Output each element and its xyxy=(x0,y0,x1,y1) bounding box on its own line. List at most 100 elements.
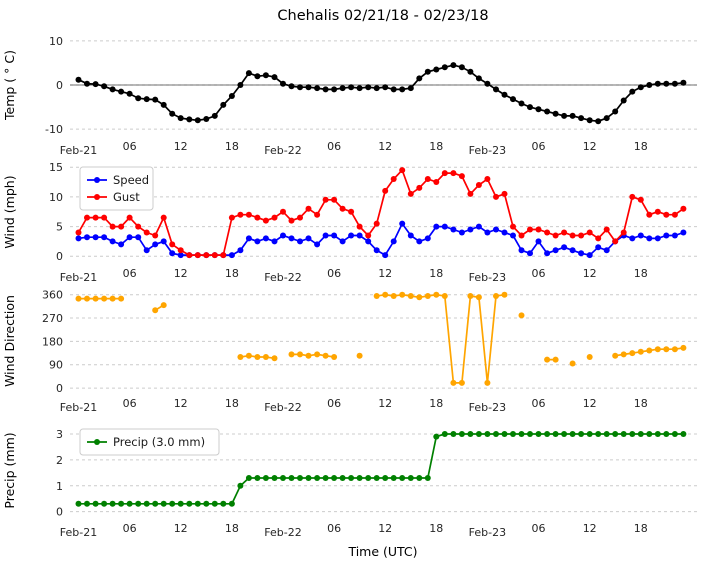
data-point xyxy=(390,86,397,93)
x-tick-label: Feb-23 xyxy=(469,401,506,414)
data-point xyxy=(254,214,261,221)
data-point xyxy=(493,193,499,200)
data-point xyxy=(245,352,252,359)
data-point xyxy=(484,379,491,386)
data-point xyxy=(475,75,482,82)
data-point xyxy=(280,80,286,87)
data-point xyxy=(280,232,286,239)
data-point xyxy=(663,431,670,437)
data-point xyxy=(365,84,372,91)
data-point xyxy=(322,352,329,359)
data-point xyxy=(637,84,644,91)
data-point xyxy=(152,241,159,248)
data-point xyxy=(467,68,474,75)
y-tick-label: 10 xyxy=(49,35,63,48)
data-point xyxy=(424,235,431,242)
chart-title: Chehalis 02/21/18 - 02/23/18 xyxy=(277,8,488,24)
x-tick-label: 18 xyxy=(634,522,648,535)
data-point xyxy=(646,235,653,242)
data-point xyxy=(399,167,406,174)
data-point xyxy=(177,252,184,259)
panel-temp: -10 0 10 Feb-21 06 12 18 Feb-22 06 12 18 Feb-23 06 12… xyxy=(2,35,697,157)
data-point xyxy=(467,190,474,197)
data-point xyxy=(109,500,116,507)
data-point xyxy=(484,431,491,437)
data-point xyxy=(220,500,227,507)
data-point xyxy=(373,85,380,92)
data-point xyxy=(671,211,678,218)
data-point xyxy=(458,379,465,386)
data-point xyxy=(92,214,99,221)
data-point xyxy=(450,226,457,233)
data-point xyxy=(561,244,568,251)
wind-legend: Speed Gust xyxy=(79,166,154,211)
data-point xyxy=(169,110,176,117)
data-point xyxy=(399,291,406,298)
data-point xyxy=(467,226,474,233)
data-point xyxy=(237,247,244,254)
data-point xyxy=(271,214,278,221)
x-tick-label: 06 xyxy=(327,267,341,280)
data-point xyxy=(135,500,142,507)
data-point xyxy=(152,96,159,103)
data-point xyxy=(194,500,201,507)
data-point xyxy=(322,475,329,481)
data-point xyxy=(620,229,627,236)
y-tick-label: 0 xyxy=(56,506,63,519)
legend-label: Speed xyxy=(113,173,149,187)
data-point xyxy=(160,214,167,221)
data-point xyxy=(262,217,269,224)
data-point xyxy=(169,500,176,507)
x-tick-label: 06 xyxy=(123,397,137,410)
data-point xyxy=(578,431,585,437)
x-tick-label: 06 xyxy=(532,522,546,535)
data-point xyxy=(501,91,508,98)
data-point xyxy=(544,108,551,115)
data-point xyxy=(484,229,491,236)
data-point xyxy=(339,85,346,92)
data-point xyxy=(228,500,235,507)
x-tick-label: 12 xyxy=(583,522,597,535)
data-point xyxy=(331,354,338,360)
data-point xyxy=(407,475,414,481)
data-point xyxy=(271,355,278,362)
x-tick-label: 18 xyxy=(429,267,443,280)
data-point xyxy=(152,307,159,314)
data-point xyxy=(510,232,516,239)
data-point xyxy=(612,352,619,359)
data-point xyxy=(552,232,559,239)
data-point xyxy=(84,295,90,302)
data-point xyxy=(629,350,636,357)
data-point xyxy=(305,84,312,91)
data-point xyxy=(561,431,568,437)
data-point xyxy=(211,112,218,119)
data-point xyxy=(297,214,303,221)
data-point xyxy=(262,475,269,481)
data-point xyxy=(186,500,193,507)
data-point xyxy=(527,226,533,233)
data-point xyxy=(441,170,448,177)
data-point xyxy=(288,217,295,224)
data-point xyxy=(331,475,338,481)
data-point xyxy=(339,475,346,481)
data-point xyxy=(322,232,329,239)
data-point xyxy=(433,223,440,230)
data-point xyxy=(314,475,321,481)
data-point xyxy=(305,235,312,242)
data-point xyxy=(271,475,278,481)
y-tick-label: 270 xyxy=(42,312,63,325)
panel-wind_direction: 0 90 180 270 360 Feb-21 06 12 18 Feb-22 06 12 18 Feb-… xyxy=(2,289,697,414)
data-point xyxy=(450,170,457,177)
data-point xyxy=(569,232,576,239)
data-point xyxy=(365,475,372,481)
data-point xyxy=(544,229,551,236)
data-point xyxy=(441,293,448,299)
legend-label: Precip (3.0 mm) xyxy=(113,435,205,449)
x-axis-label: Time (UTC) xyxy=(347,544,417,559)
data-point xyxy=(646,211,653,218)
data-point xyxy=(75,76,82,83)
data-point xyxy=(254,238,261,245)
data-point xyxy=(475,431,482,437)
